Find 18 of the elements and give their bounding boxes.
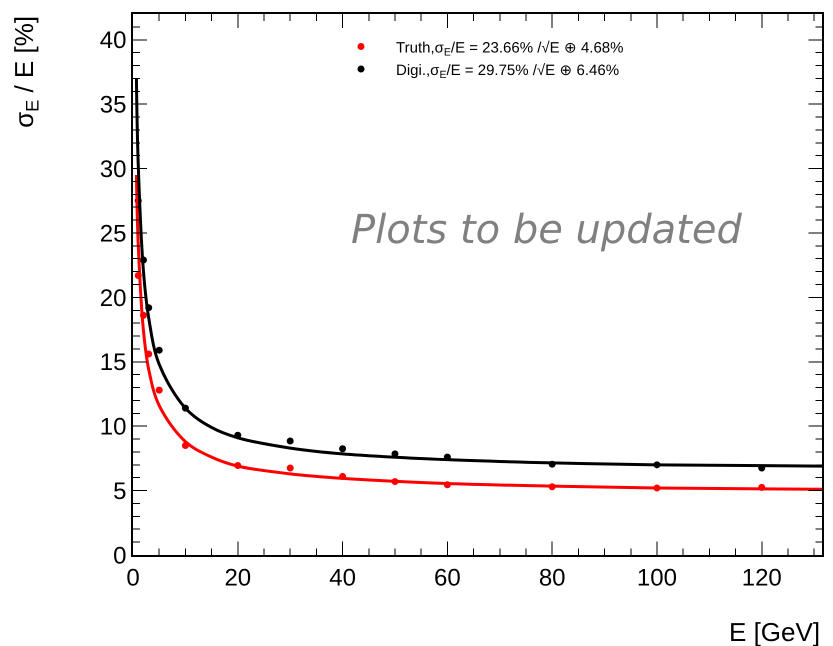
y-tick-label: 20 — [100, 284, 126, 312]
legend-label: Digi.,σ$_{E}$/E = 29.75% /√E ⊕ 6.46% — [396, 62, 620, 81]
legend-label: Truth,σ$_{E}$/E = 23.66% /√E ⊕ 4.68% — [396, 39, 624, 58]
x-tick-label: 20 — [224, 564, 252, 592]
y-tick-label: 15 — [100, 349, 126, 376]
x-tick-label: 100 — [636, 564, 677, 592]
y-tick-label: 0 — [113, 542, 126, 570]
y-tick-label: 25 — [100, 220, 126, 248]
y-tick-label: 35 — [100, 92, 126, 119]
y-tick-label: 10 — [100, 414, 126, 441]
annotation: Plots to be updated — [351, 207, 742, 253]
y-tick-label: 5 — [113, 478, 126, 505]
x-tick-label: 80 — [538, 564, 566, 592]
y-tick-label: 40 — [100, 27, 126, 54]
x-tick-label: 120 — [742, 564, 782, 592]
x-tick-label: 40 — [329, 564, 356, 592]
x-tick-label: 60 — [434, 564, 461, 592]
y-tick-label: 30 — [100, 156, 126, 183]
